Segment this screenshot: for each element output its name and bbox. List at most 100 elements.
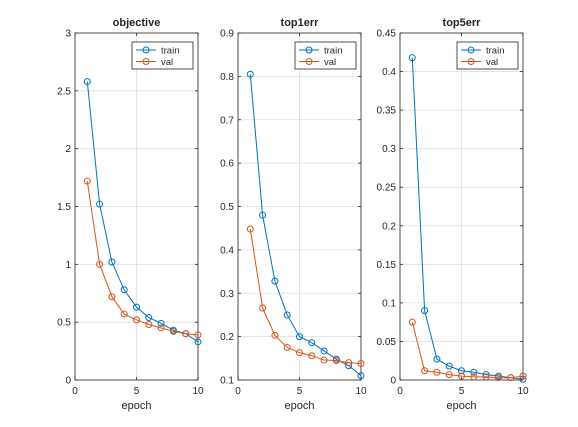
y-tick-label: 0.35	[377, 106, 397, 117]
y-tick-label: 0.9	[220, 29, 234, 40]
y-tick-label: 0.8	[220, 72, 234, 83]
y-tick-label: 0.4	[382, 67, 396, 78]
data-point-train	[271, 277, 279, 285]
legend-marker-val	[142, 58, 150, 65]
data-point-train	[458, 367, 465, 375]
data-point-val	[271, 331, 279, 339]
data-point-train	[421, 307, 429, 315]
x-tick-label: 0	[235, 386, 241, 397]
series-line-train	[411, 57, 524, 380]
data-point-val	[157, 324, 165, 332]
y-tick-label: 0.05	[377, 337, 397, 348]
x-tick-label: 0	[72, 386, 78, 397]
x-tick-label: 0	[397, 386, 403, 397]
data-point-val	[458, 372, 465, 380]
y-tick-label: 0.15	[377, 260, 397, 271]
data-point-val	[433, 368, 441, 376]
data-point-train	[482, 371, 490, 379]
data-point-val	[145, 320, 153, 328]
data-point-val	[470, 373, 478, 381]
chart-title: objective	[113, 17, 161, 29]
data-point-val	[345, 359, 353, 367]
data-point-val	[283, 343, 291, 351]
legend-label-val: val	[324, 57, 336, 68]
legend-label-val: val	[486, 57, 498, 68]
y-tick-label: 0.25	[377, 183, 397, 194]
y-tick-label: 0.2	[220, 332, 234, 343]
data-point-val	[445, 371, 453, 379]
y-tick-label: 0.6	[220, 159, 234, 170]
data-point-train	[445, 362, 453, 370]
data-point-val	[408, 318, 416, 326]
chart-title: top5err	[443, 17, 482, 29]
chart-panel-top1err: 0.1 0.2 0.3 0.4 0.5 0.6 0.7 0.8 0.9 0 5 10 top1err ep…	[220, 17, 367, 412]
data-point-train	[357, 372, 365, 380]
data-point-val	[182, 330, 190, 338]
legend-box	[294, 41, 357, 70]
x-tick-label: 5	[297, 386, 303, 397]
data-point-train	[259, 211, 267, 219]
legend-marker-val	[467, 58, 475, 65]
data-point-train	[470, 368, 478, 376]
x-tick-label: 5	[134, 386, 140, 397]
data-point-val	[83, 177, 91, 185]
data-point-train	[296, 333, 303, 341]
y-tick-label: 0.2	[382, 221, 396, 232]
data-point-train	[320, 347, 328, 355]
data-point-train	[133, 303, 140, 311]
x-tick-label: 5	[459, 386, 465, 397]
series-line-val	[86, 180, 199, 336]
data-point-train	[108, 258, 116, 266]
legend-label-train: train	[161, 46, 179, 57]
data-point-train	[145, 314, 153, 322]
y-tick-label: 0	[65, 376, 71, 387]
legend-marker-train	[305, 46, 313, 54]
data-point-val	[246, 225, 254, 233]
y-tick-label: 0.7	[220, 115, 234, 126]
y-tick-label: 1	[65, 260, 71, 271]
data-point-val	[296, 349, 303, 357]
data-point-val	[519, 372, 527, 380]
data-point-val	[108, 293, 116, 301]
x-axis-label: epoch	[122, 400, 152, 412]
x-tick-label: 10	[355, 386, 367, 397]
legend-marker-val	[305, 58, 313, 65]
data-point-val	[133, 316, 140, 324]
y-tick-label: 0.5	[57, 318, 71, 329]
data-point-val	[332, 356, 340, 364]
data-point-train	[96, 200, 104, 208]
data-point-train	[157, 319, 165, 327]
data-point-val	[482, 373, 490, 381]
legend-label-train: train	[324, 46, 342, 57]
y-tick-label: 2.5	[57, 86, 71, 97]
legend-label-train: train	[486, 46, 504, 57]
x-tick-label: 10	[517, 386, 529, 397]
y-tick-label: 0.1	[382, 298, 396, 309]
y-tick-label: 0.1	[220, 376, 234, 387]
data-point-val	[421, 367, 429, 375]
y-tick-label: 0	[390, 376, 396, 387]
data-point-val	[320, 356, 328, 364]
data-point-val	[169, 327, 177, 335]
data-point-val	[507, 374, 515, 382]
x-axis-label: epoch	[447, 400, 477, 412]
data-point-val	[308, 352, 316, 360]
x-tick-label: 10	[192, 386, 204, 397]
data-point-train	[433, 355, 441, 363]
series-line-train	[86, 81, 199, 343]
y-tick-label: 0.3	[382, 144, 396, 155]
y-tick-label: 0.4	[220, 245, 234, 256]
series-line-train	[249, 74, 362, 377]
y-tick-label: 0.3	[220, 289, 234, 300]
data-point-train	[83, 78, 91, 86]
data-point-val	[494, 374, 502, 382]
data-point-train	[283, 311, 291, 319]
y-tick-label: 3	[65, 29, 71, 40]
data-point-val	[96, 260, 104, 268]
data-point-train	[408, 54, 416, 62]
series-line-val	[249, 228, 362, 365]
legend-marker-train	[142, 46, 150, 54]
